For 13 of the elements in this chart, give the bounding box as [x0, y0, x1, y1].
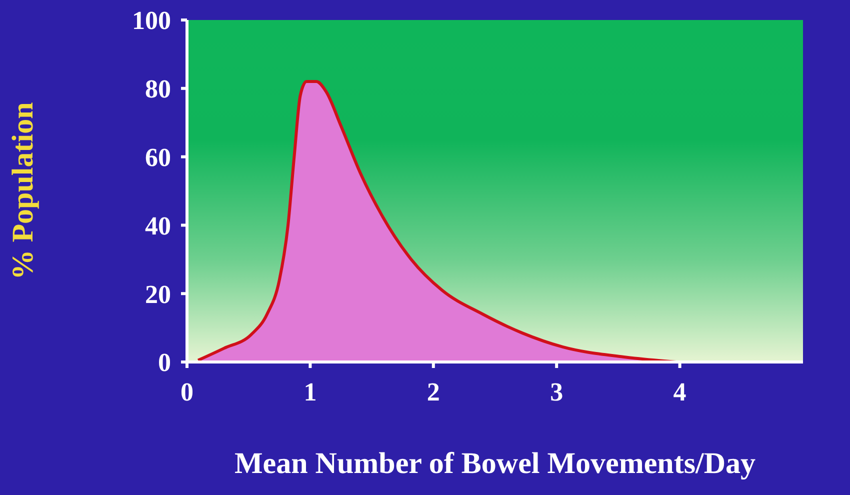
y-tick-label: 60: [145, 143, 171, 172]
y-tick-label: 100: [132, 6, 171, 36]
x-tick-label: 3: [550, 377, 564, 406]
y-tick-label: 40: [145, 211, 171, 240]
y-tick-label: 0: [158, 348, 171, 378]
x-tick-label: 4: [673, 377, 686, 406]
x-axis-title: Mean Number of Bowel Movements/Day: [234, 447, 756, 480]
y-axis-title: % Population: [6, 102, 40, 280]
x-tick-label: 2: [426, 377, 440, 406]
x-tick-label: 0: [180, 377, 194, 406]
x-tick-label: 1: [304, 377, 317, 406]
y-tick-label: 20: [145, 280, 171, 309]
y-tick-label: 80: [145, 74, 171, 104]
